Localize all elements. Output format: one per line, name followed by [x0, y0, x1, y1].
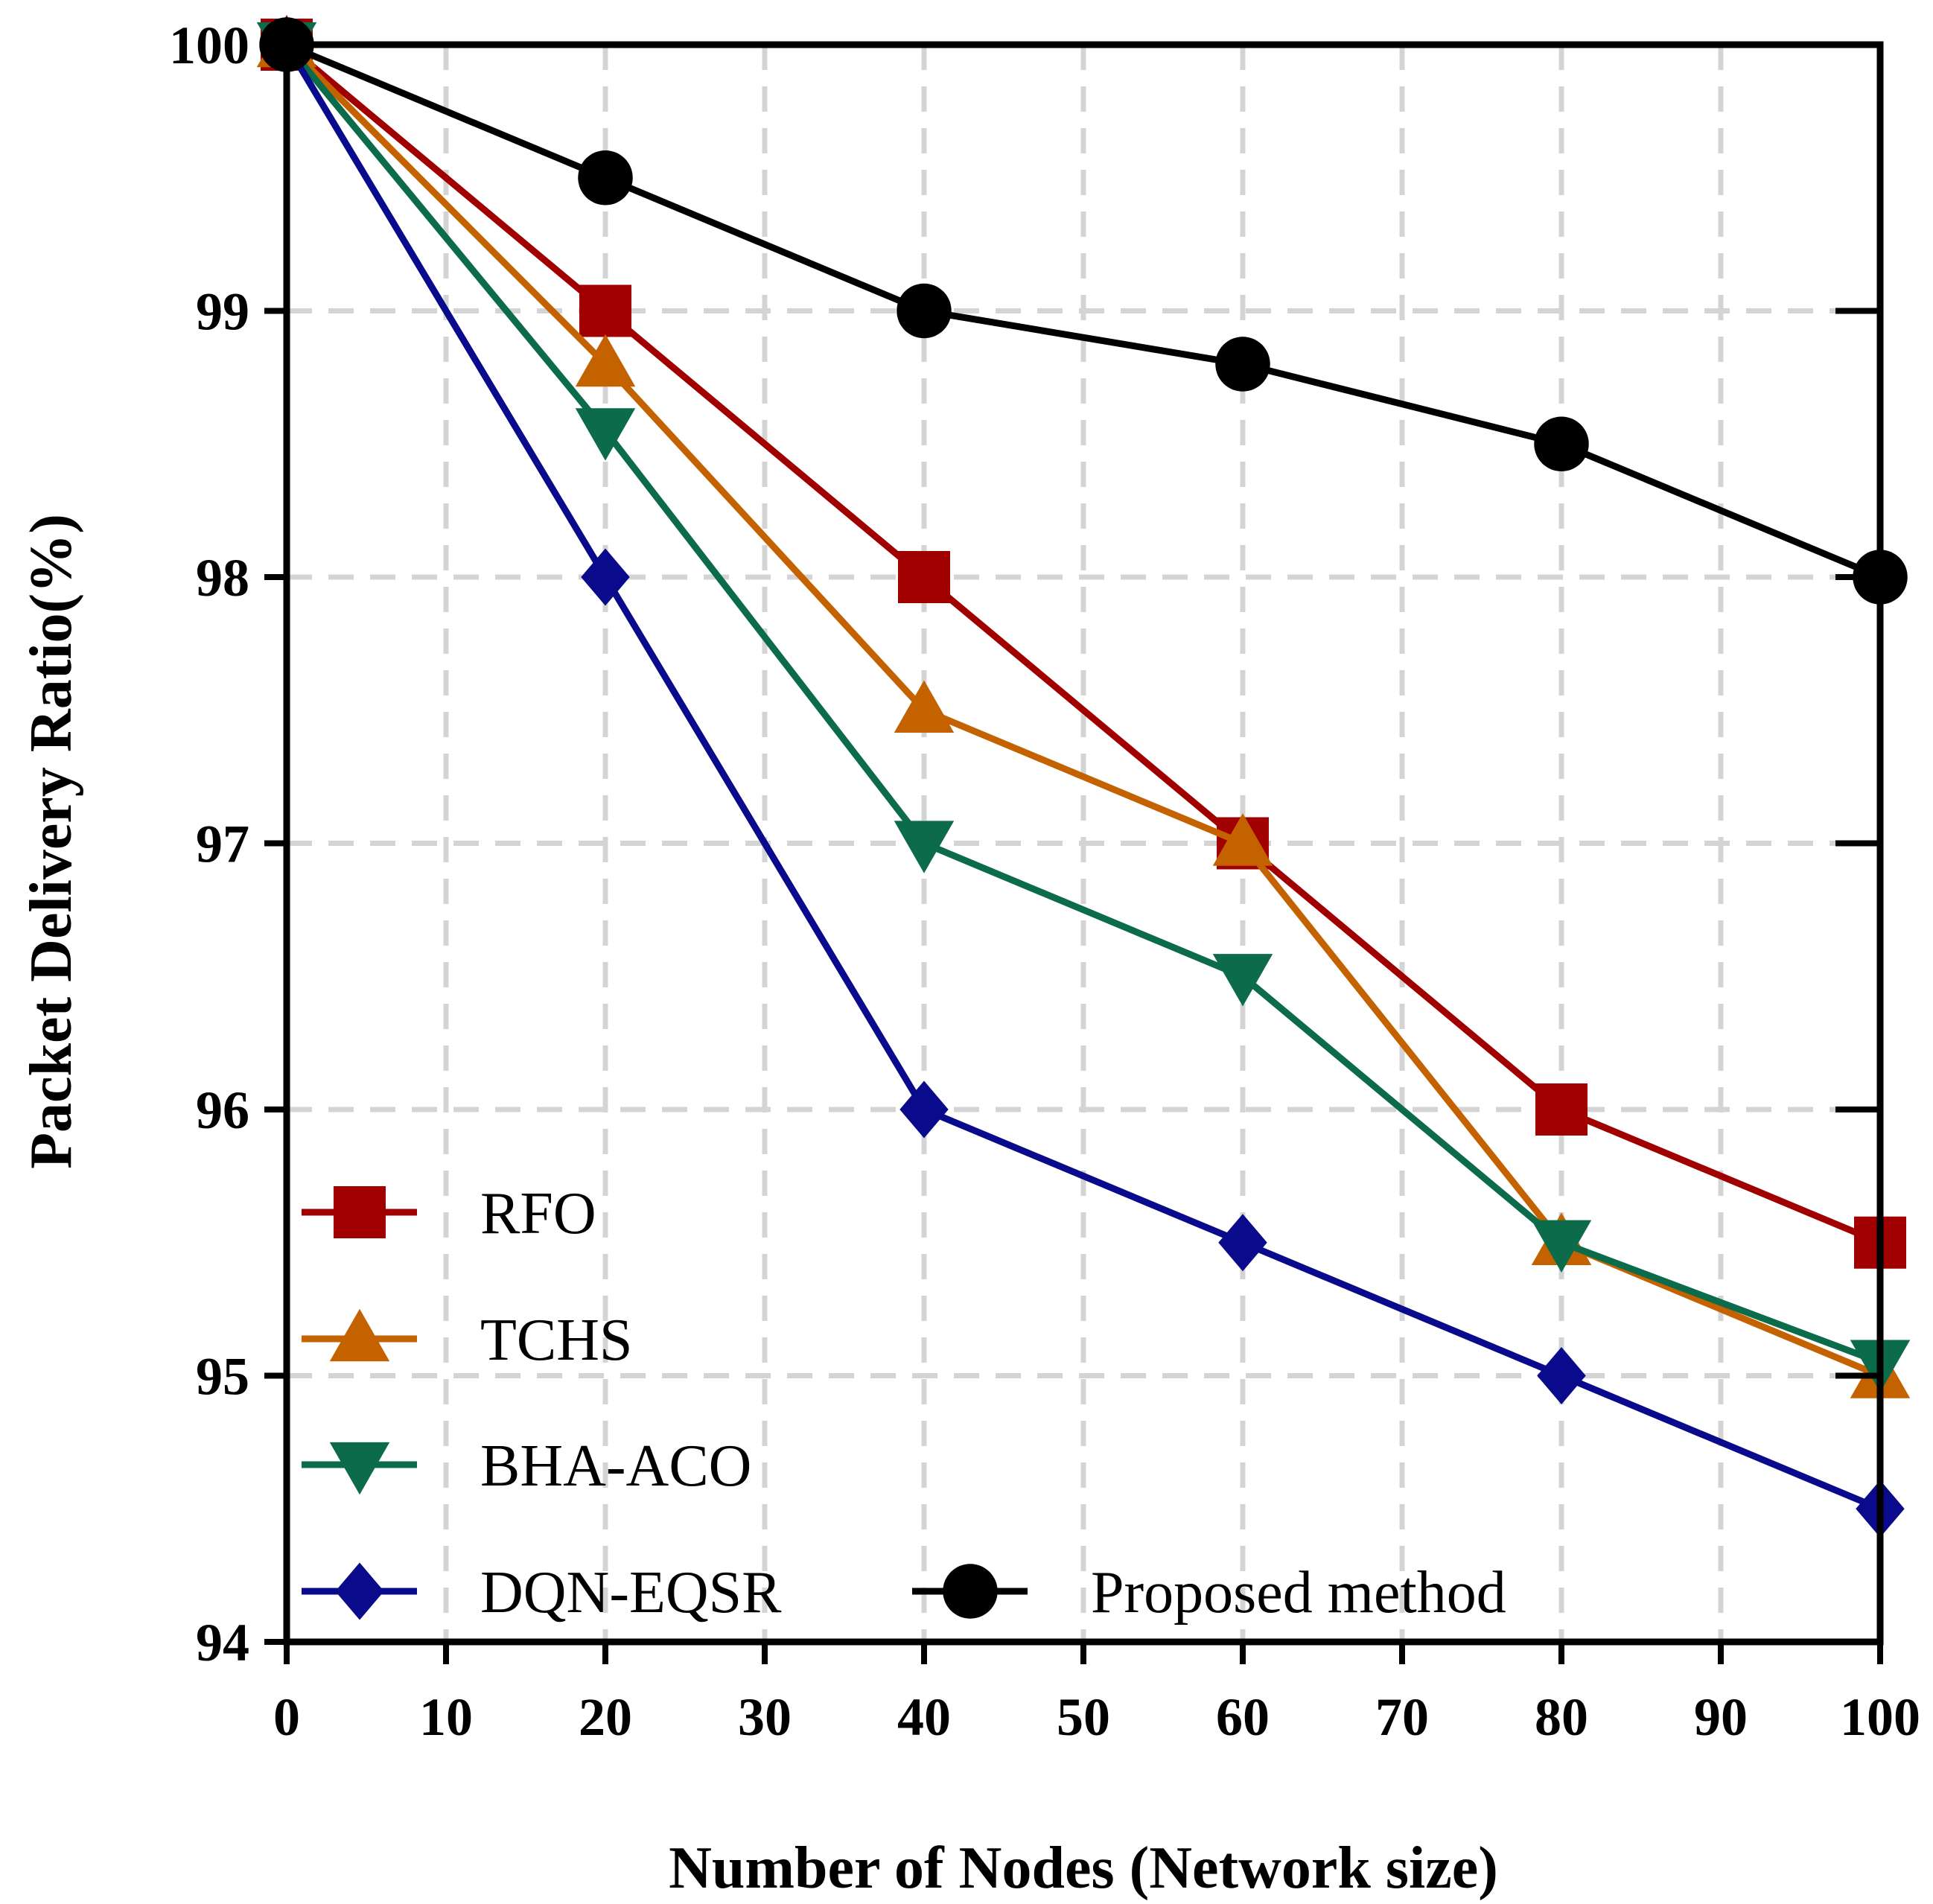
y-tick-label: 98	[196, 548, 249, 608]
point-dqn-eqsr	[1218, 1214, 1267, 1272]
point-dqn-eqsr	[1537, 1347, 1586, 1404]
x-tick-label: 100	[1840, 1687, 1920, 1747]
point-tchs	[575, 334, 636, 387]
x-tick-label: 90	[1694, 1687, 1748, 1747]
point-bha-aco	[894, 821, 955, 873]
y-tick-label: 94	[196, 1613, 249, 1672]
x-tick-label: 70	[1375, 1687, 1429, 1747]
y-tick-label: 95	[196, 1347, 249, 1407]
x-tick-label: 50	[1057, 1687, 1110, 1747]
legend: RFO TCHS BHA-ACO DQN-EQSR Proposed method	[302, 1181, 1506, 1626]
y-tick-label: 100	[169, 16, 249, 75]
y-axis-title: Packet Delivery Ratio(%)	[19, 514, 84, 1169]
point-dqn-eqsr	[581, 548, 630, 606]
x-tick-label: 80	[1535, 1687, 1588, 1747]
legend-item-bha-aco: BHA-ACO	[302, 1433, 751, 1499]
legend-item-tchs: TCHS	[302, 1308, 633, 1373]
point-bha-aco	[1212, 954, 1273, 1007]
x-tick-label: 60	[1216, 1687, 1270, 1747]
point-proposed-method	[1534, 416, 1589, 471]
x-axis-title: Number of Nodes (Network size)	[669, 1835, 1498, 1901]
x-tick-label: 20	[579, 1687, 632, 1747]
point-proposed-method	[897, 283, 952, 339]
point-bha-aco	[1531, 1220, 1592, 1273]
y-tick-label: 99	[196, 282, 249, 342]
legend-item-dqn-eqsr: DQN-EQSR	[302, 1560, 782, 1626]
legend-marker-rfo	[334, 1186, 386, 1238]
point-bha-aco	[575, 408, 636, 461]
x-tick-label: 0	[273, 1687, 300, 1747]
legend-marker-proposed-method	[943, 1564, 998, 1619]
x-tick-label: 40	[897, 1687, 951, 1747]
legend-label-bha-aco: BHA-ACO	[480, 1433, 751, 1499]
x-tick-label: 30	[738, 1687, 792, 1747]
point-tchs	[1212, 813, 1273, 866]
point-rfo	[579, 284, 631, 337]
legend-label-proposed-method: Proposed method	[1091, 1560, 1506, 1626]
point-proposed-method	[578, 150, 633, 206]
point-dqn-eqsr	[899, 1080, 949, 1139]
x-tick-label: 10	[419, 1687, 473, 1747]
legend-label-tchs: TCHS	[480, 1308, 633, 1373]
point-tchs	[894, 680, 955, 733]
line-bha-aco	[284, 42, 1882, 1366]
legend-item-rfo: RFO	[302, 1181, 596, 1246]
axis-ticks: 0 10 20 30 40 50 60 70 80 90 100 94 95 96 97 98 99 100	[169, 16, 1920, 1747]
line-proposed-method	[285, 41, 1882, 581]
legend-marker-bha-aco	[329, 1442, 390, 1495]
legend-item-proposed-method: Proposed method	[912, 1560, 1506, 1626]
y-tick-label: 96	[196, 1080, 249, 1140]
legend-marker-tchs	[329, 1308, 390, 1362]
line-rfo	[284, 42, 1882, 1246]
y-tick-label: 97	[196, 815, 249, 874]
point-rfo	[898, 551, 950, 603]
point-rfo	[1535, 1083, 1588, 1136]
line-dqn-eqsr	[284, 42, 1882, 1512]
point-proposed-method	[1215, 337, 1270, 392]
legend-label-dqn-eqsr: DQN-EQSR	[480, 1560, 782, 1626]
legend-marker-dqn-eqsr	[335, 1562, 384, 1620]
legend-label-rfo: RFO	[480, 1181, 596, 1246]
